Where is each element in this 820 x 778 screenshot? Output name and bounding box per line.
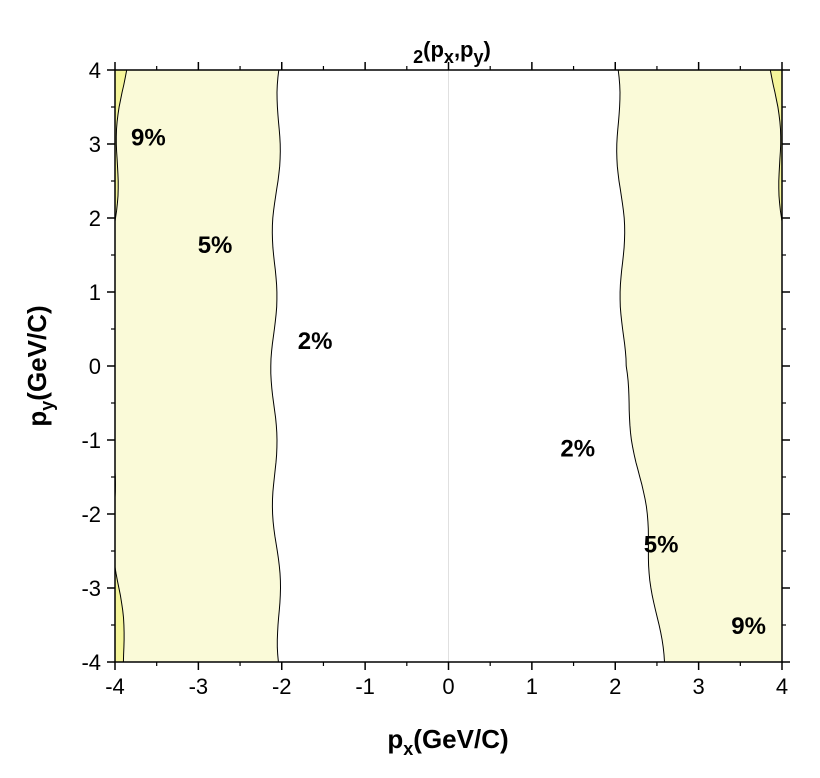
contour-bands — [115, 70, 782, 662]
band-1pct — [270, 70, 665, 662]
axis-tick-labels: -4 -3 -2 -1 0 1 2 3 4 -4 -3 -2 -1 0 1 2 3 4 — [81, 58, 788, 699]
contour-lines — [115, 70, 782, 662]
contour-label-5pct: 5% — [644, 532, 679, 559]
x-tick-label: -4 — [105, 674, 125, 699]
contour-label-2pct: 2% — [560, 435, 595, 462]
contour-label-9pct: 9% — [731, 613, 766, 640]
y-tick-label: 3 — [89, 132, 101, 157]
y-tick-label: -2 — [81, 502, 101, 527]
contour-line-1pct-left — [270, 70, 282, 662]
x-tick-label: 2 — [609, 674, 621, 699]
y-tick-label: 2 — [89, 206, 101, 231]
axis-ticks — [107, 62, 790, 670]
contour-line-2pct-left — [115, 70, 128, 662]
y-tick-label: -4 — [81, 650, 101, 675]
y-tick-label: -3 — [81, 576, 101, 601]
chart-title: 2(px,py) — [413, 37, 491, 67]
contour-label-9pct: 9% — [131, 125, 166, 152]
y-tick-label: -1 — [81, 428, 101, 453]
x-tick-label: -3 — [189, 674, 209, 699]
x-tick-label: 3 — [693, 674, 705, 699]
x-tick-label: -1 — [355, 674, 375, 699]
x-axis-title: px(GeV/C) — [387, 724, 508, 759]
x-tick-label: 4 — [776, 674, 788, 699]
y-tick-label: 1 — [89, 280, 101, 305]
x-tick-label: -2 — [272, 674, 292, 699]
contour-label-5pct: 5% — [198, 232, 233, 259]
y-tick-label: 0 — [89, 354, 101, 379]
contour-line-2pct-right — [769, 70, 782, 225]
x-tick-label: 1 — [526, 674, 538, 699]
contour-labels: 9% 5% 2% 2% 5% 9% — [131, 125, 766, 640]
contour-label-2pct: 2% — [298, 328, 333, 355]
y-axis-title: py(GeV/C) — [22, 305, 57, 426]
x-tick-label: 0 — [442, 674, 454, 699]
y-tick-label: 4 — [89, 58, 101, 83]
contour-line-1pct-right — [616, 70, 665, 662]
